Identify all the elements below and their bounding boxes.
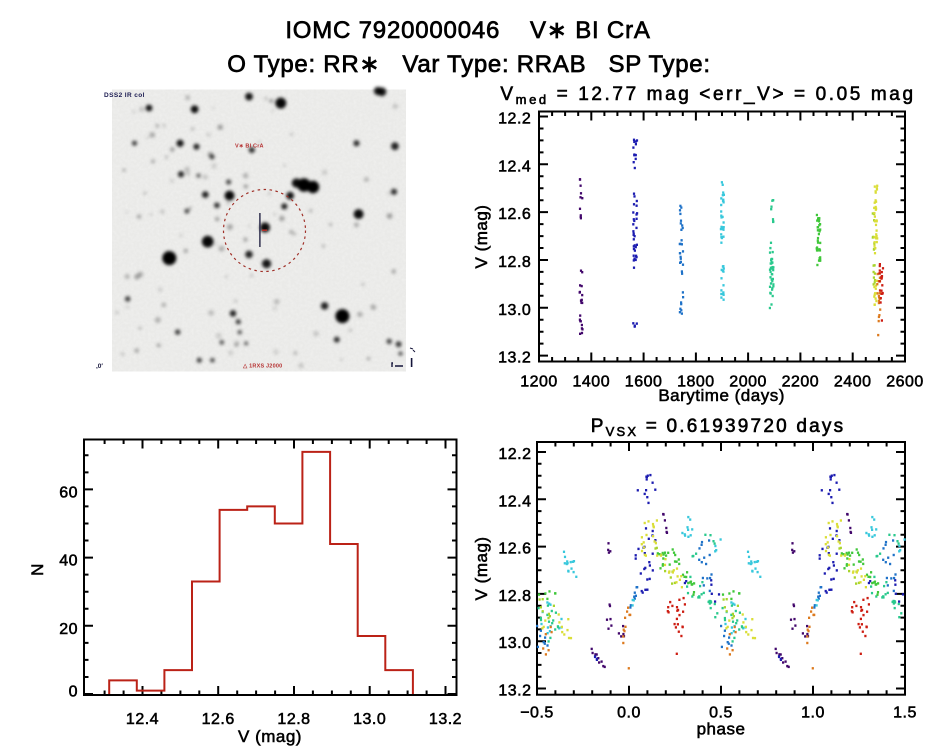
svg-text:12.8: 12.8 xyxy=(277,711,310,728)
svg-text:2200: 2200 xyxy=(782,374,820,391)
svg-text:,0′: ,0′ xyxy=(96,363,103,370)
svg-text:12.8: 12.8 xyxy=(498,254,531,271)
svg-text:PVSX = 0.61939720 days: PVSX = 0.61939720 days xyxy=(591,416,846,439)
svg-text:2000: 2000 xyxy=(729,374,767,391)
svg-text:0: 0 xyxy=(69,684,78,701)
svg-text:V∗ BI CrA: V∗ BI CrA xyxy=(235,144,264,150)
svg-text:12.2: 12.2 xyxy=(498,111,531,128)
svg-text:△ 1RXS J2000: △ 1RXS J2000 xyxy=(242,363,282,370)
svg-text:Barytime (days): Barytime (days) xyxy=(658,386,785,405)
svg-text:0.5: 0.5 xyxy=(709,705,733,722)
svg-text:phase: phase xyxy=(697,720,746,739)
svg-text:V (mag): V (mag) xyxy=(472,536,491,600)
svg-text:2400: 2400 xyxy=(834,374,872,391)
svg-text:Vmed = 12.77 mag <err_V> = 0.0: Vmed = 12.77 mag <err_V> = 0.05 mag xyxy=(500,84,915,107)
svg-text:12.4: 12.4 xyxy=(498,493,531,510)
svg-text:V (mag): V (mag) xyxy=(238,727,302,746)
svg-text:1800: 1800 xyxy=(677,374,715,391)
svg-text:12.6: 12.6 xyxy=(498,206,531,223)
svg-text:13.2: 13.2 xyxy=(498,350,531,367)
svg-text:12.8: 12.8 xyxy=(498,588,531,605)
svg-text:13.2: 13.2 xyxy=(498,683,531,700)
svg-text:V (mag): V (mag) xyxy=(472,205,491,269)
svg-text:12.4: 12.4 xyxy=(126,711,159,728)
svg-text:13.0: 13.0 xyxy=(498,635,531,652)
svg-text:1600: 1600 xyxy=(625,374,663,391)
svg-text:12.6: 12.6 xyxy=(498,541,531,558)
svg-text:N: N xyxy=(28,563,47,576)
svg-text:12.6: 12.6 xyxy=(202,711,235,728)
svg-text:1.0: 1.0 xyxy=(801,705,825,722)
svg-text:1.5: 1.5 xyxy=(893,705,917,722)
svg-text:IOMC 7920000046 V∗ BI CrA: IOMC 7920000046 V∗ BI CrA xyxy=(285,17,650,44)
svg-text:13.0: 13.0 xyxy=(498,302,531,319)
svg-text:12.4: 12.4 xyxy=(498,158,531,175)
svg-text:−0.5: −0.5 xyxy=(520,705,554,722)
svg-text:12.2: 12.2 xyxy=(498,446,531,463)
svg-text:60: 60 xyxy=(59,484,78,501)
svg-text:0.0: 0.0 xyxy=(617,705,641,722)
svg-text:13.2: 13.2 xyxy=(429,711,462,728)
svg-text:20: 20 xyxy=(59,621,78,638)
svg-text:O Type: RR∗ Var Type: RRAB: O Type: RR∗ Var Type: RRAB SP Type: xyxy=(227,51,711,78)
svg-text:DSS2 IR col: DSS2 IR col xyxy=(104,92,145,99)
svg-text:2600: 2600 xyxy=(886,374,924,391)
svg-text:13.0: 13.0 xyxy=(353,711,386,728)
svg-text:40: 40 xyxy=(59,553,78,570)
svg-text:1200: 1200 xyxy=(520,374,558,391)
svg-text:1400: 1400 xyxy=(573,374,611,391)
